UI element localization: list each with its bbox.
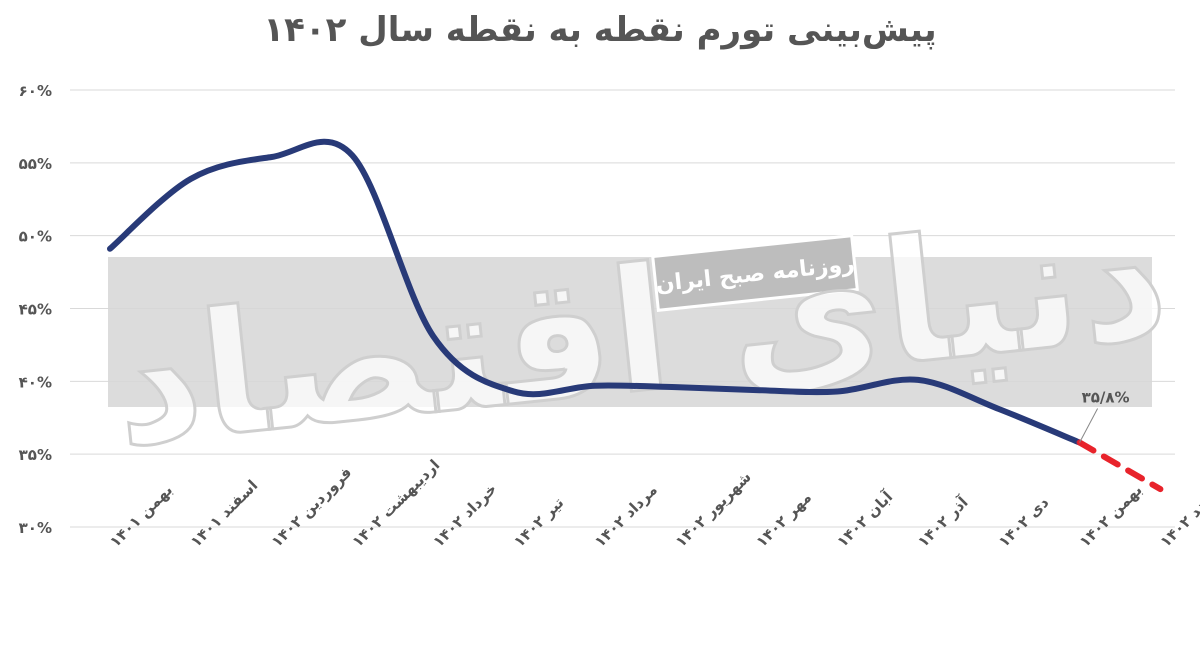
- annotation-leader: [1079, 408, 1099, 443]
- data-point: [188, 176, 194, 182]
- data-points: [107, 153, 1163, 492]
- chart-title: پیش‌بینی تورم نقطه به نقطه سال ۱۴۰۲: [263, 10, 937, 50]
- data-point: [753, 387, 759, 393]
- x-tick-label: بهمن ۱۴۰۲: [1076, 481, 1146, 551]
- data-point: [1157, 486, 1163, 492]
- y-axis-ticks: ۳۰% ۳۵% ۴۰% ۴۵% ۵۰% ۵۵% ۶۰%: [19, 82, 52, 537]
- y-tick-label: ۳۵%: [19, 446, 52, 464]
- data-point: [349, 153, 355, 159]
- y-tick-label: ۴۵%: [19, 301, 52, 319]
- data-point: [269, 154, 275, 160]
- x-tick-label: اسفند ۱۴۰۲: [1157, 476, 1200, 550]
- watermark-band: [108, 257, 1152, 407]
- y-tick-label: ۶۰%: [19, 82, 52, 100]
- y-tick-label: ۳۰%: [19, 519, 52, 537]
- x-tick-label: دی ۱۴۰۲: [995, 493, 1053, 551]
- y-tick-label: ۴۰%: [19, 373, 52, 391]
- data-point: [592, 383, 598, 389]
- watermark-label-box: [651, 234, 859, 312]
- x-tick-label: فروردین ۱۴۰۲: [268, 463, 356, 551]
- x-tick-label: تیر ۱۴۰۲: [510, 494, 567, 551]
- series-line-forecast: [1076, 439, 1164, 493]
- y-tick-label: ۵۵%: [19, 155, 52, 173]
- x-tick-label: مهر ۱۴۰۲: [753, 488, 815, 550]
- x-tick-label: بهمن ۱۴۰۱: [106, 481, 176, 551]
- data-point: [915, 377, 921, 383]
- data-point: [430, 333, 436, 339]
- x-tick-label: شهریور ۱۴۰۲: [672, 468, 755, 551]
- watermark: روزنامه صبح ایران دنیای اقتصاد: [103, 177, 1178, 487]
- x-tick-label: اسفند ۱۴۰۱: [187, 476, 261, 550]
- x-tick-label: خرداد ۱۴۰۲: [429, 480, 500, 551]
- x-tick-label: آذر ۱۴۰۲: [914, 493, 972, 551]
- watermark-main-text: دنیای اقتصاد: [104, 178, 1176, 485]
- annotation-label: ۳۵/۸%: [1082, 389, 1130, 407]
- x-tick-label: آبان ۱۴۰۲: [833, 487, 897, 551]
- x-tick-label: مرداد ۱۴۰۲: [591, 481, 661, 551]
- data-point: [996, 406, 1002, 412]
- x-tick-label: اردیبهشت ۱۴۰۲: [349, 456, 444, 551]
- data-point: [107, 246, 113, 252]
- data-point: [834, 389, 840, 395]
- y-tick-label: ۵۰%: [19, 228, 52, 246]
- annotation: ۳۵/۸%: [1079, 389, 1130, 443]
- data-point: [511, 389, 517, 395]
- data-point: [673, 384, 679, 390]
